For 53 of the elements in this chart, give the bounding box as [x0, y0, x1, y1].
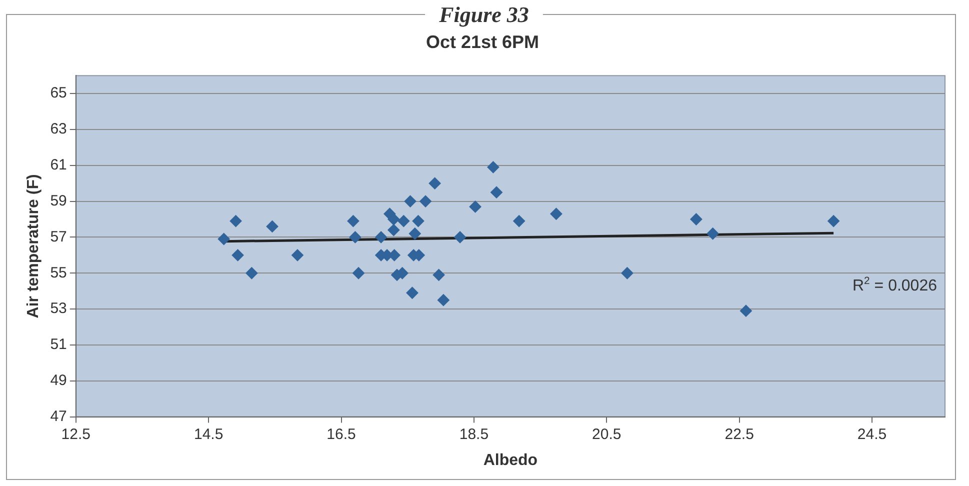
point [706, 228, 719, 240]
point [408, 228, 421, 240]
point [550, 208, 562, 220]
chart-title: Oct 21st 6PM [426, 32, 540, 52]
point [266, 220, 278, 232]
x-tick-label: 20.5 [592, 426, 622, 443]
y-tick-label: 55 [50, 264, 67, 282]
x-tick-label: 22.5 [724, 426, 754, 443]
point [432, 268, 445, 281]
x-tick-label: 14.5 [194, 426, 224, 443]
x-tick-label: 16.5 [326, 426, 356, 443]
x-tick-label: 12.5 [61, 426, 90, 443]
point [349, 231, 362, 244]
point [246, 267, 258, 280]
point [230, 215, 242, 228]
point [828, 215, 840, 228]
point [621, 267, 634, 280]
point [404, 195, 416, 208]
point [232, 249, 244, 262]
point [420, 195, 432, 208]
y-axis-title: Air temperature (F) [25, 174, 42, 318]
point [398, 215, 410, 228]
point [740, 304, 752, 317]
y-tick-label: 65 [50, 84, 67, 102]
y-tick-label: 61 [50, 156, 67, 174]
point [412, 215, 424, 228]
point [513, 215, 526, 228]
x-axis-title: Albedo [483, 452, 538, 469]
point [347, 215, 360, 228]
x-tick-label: 24.5 [857, 426, 887, 443]
y-tick-label: 49 [50, 372, 67, 390]
point [375, 231, 388, 244]
y-tick-label: 53 [50, 300, 67, 318]
point [490, 186, 503, 198]
point [454, 231, 466, 244]
point [487, 161, 500, 174]
point [406, 286, 418, 299]
point [428, 177, 441, 190]
y-tick-label: 59 [50, 192, 67, 210]
caption: Figure 33 [438, 2, 529, 27]
y-tick-label: 57 [50, 228, 67, 246]
point [218, 233, 230, 246]
point [352, 267, 365, 280]
y-tick-label: 51 [50, 336, 67, 354]
point [437, 294, 450, 306]
x-tick-label: 18.5 [459, 426, 489, 443]
point [690, 213, 702, 226]
point [469, 200, 482, 213]
y-tick-label: 47 [50, 408, 67, 425]
point [291, 249, 304, 262]
point [388, 213, 400, 226]
point [388, 224, 400, 236]
y-tick-label: 63 [50, 120, 67, 138]
